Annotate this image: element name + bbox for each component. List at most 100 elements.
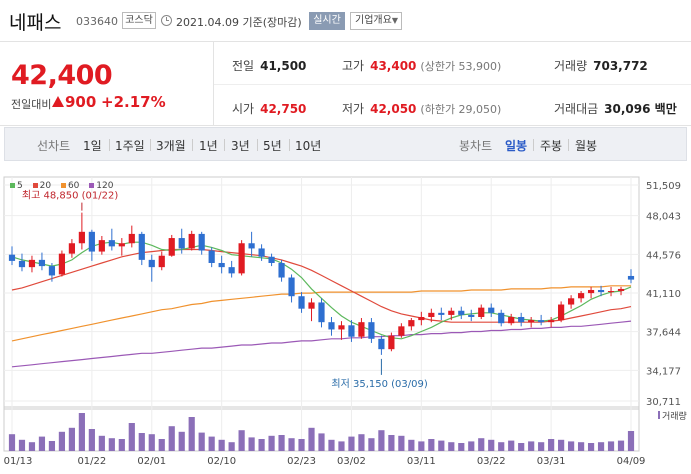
volume-bar (558, 439, 565, 451)
candle-body (508, 316, 515, 324)
company-overview-button[interactable]: 기업개요 ▼ (350, 12, 402, 30)
volume-bar (138, 433, 145, 451)
candle-body (538, 320, 545, 323)
candle-body (278, 262, 285, 278)
stat-volume-value: 703,772 (593, 59, 648, 73)
low-annotation: 최저 35,150 (03/09) (331, 378, 427, 390)
candle-body (88, 231, 95, 252)
period-1y[interactable]: 1년 (199, 139, 218, 153)
x-tick-label: 02/01 (137, 456, 166, 467)
realtime-button[interactable]: 실시간 (309, 12, 345, 30)
period-5y[interactable]: 5년 (263, 139, 282, 153)
moving-average-line-ma120 (11, 320, 632, 368)
candle-body (188, 233, 195, 249)
legend-item-ma20: 20 (32, 181, 52, 191)
y-tick-label: 48,043 (646, 212, 681, 223)
market-badge: 코스닥 (122, 12, 156, 29)
chart-canvas[interactable]: 51,509 48,043 44,576 41,110 37,644 34,177 30,7… (0, 161, 691, 470)
candle-body (408, 320, 415, 327)
stat-amount-label: 거래대금 (554, 102, 599, 116)
stat-high-label: 고가 (342, 59, 365, 73)
stat-upper-limit: (상한가 53,900) (420, 60, 502, 73)
volume-bar (568, 441, 575, 451)
volume-bar (128, 423, 135, 451)
volume-bar (378, 430, 385, 451)
volume-bar (148, 434, 155, 451)
x-tick-label: 03/22 (477, 456, 506, 467)
legend-item-ma120: 120 (89, 181, 113, 191)
volume-bar (438, 440, 445, 451)
chevron-down-icon: ▼ (391, 16, 398, 25)
stat-prev-close-label: 전일 (232, 59, 255, 73)
volume-bar (218, 439, 225, 451)
period-10y[interactable]: 10년 (295, 139, 322, 153)
stat-open-label: 시가 (232, 102, 255, 116)
volume-bar (348, 436, 355, 451)
period-separator (150, 139, 151, 151)
stock-code: 033640 (76, 15, 118, 28)
volume-bar (538, 442, 545, 451)
period-3m[interactable]: 3개월 (156, 139, 186, 153)
period-1w[interactable]: 1주일 (115, 139, 145, 153)
candle-body (328, 322, 335, 330)
period-daily-candle[interactable]: 일봉 (505, 139, 528, 153)
candle-body (358, 322, 365, 337)
compare-label: 전일대비 (11, 98, 52, 111)
volume-bar (587, 443, 595, 451)
company-overview-label: 기업개요 (355, 15, 392, 26)
legend-swatch (10, 183, 15, 188)
candle-body (168, 238, 175, 256)
volume-bar (198, 432, 205, 451)
volume-bar (168, 426, 175, 451)
volume-bar (258, 439, 265, 451)
candle-body (68, 243, 75, 254)
stats-divider (214, 84, 691, 85)
volume-bar (428, 439, 435, 451)
volume-bar (108, 438, 115, 451)
candle-body (228, 267, 235, 274)
volume-bar (617, 440, 625, 451)
volume-bar (458, 443, 465, 451)
candle-body (298, 296, 305, 309)
legend-label: 20 (39, 181, 52, 191)
base-date: 2021.04.09 기준(장마감) (176, 16, 302, 29)
price-stats: 전일 41,500 고가 43,400 (상한가 53,900) 거래량 703,772… (214, 42, 691, 126)
candle-body (548, 320, 555, 323)
candle-body (617, 288, 625, 292)
candle-body (398, 326, 405, 336)
volume-bar (328, 439, 335, 451)
candle-body (8, 254, 16, 261)
current-price: 42,400 (11, 60, 113, 91)
volume-bar (368, 438, 375, 451)
ma-legend: 5 20 60 120 (10, 181, 120, 191)
legend-label: 60 (67, 181, 80, 191)
volume-bar (68, 427, 75, 451)
candle-body (128, 233, 135, 244)
candle-chart-label: 봉차트 (459, 139, 493, 153)
stat-prev-close-value: 41,500 (260, 59, 307, 73)
candle-body (58, 253, 66, 275)
candle-body (108, 240, 115, 247)
price-change-rate: +2.17% (101, 93, 166, 111)
candle-body (38, 259, 46, 267)
candle-body (528, 320, 535, 323)
period-separator (109, 139, 110, 151)
candle-body (577, 293, 585, 299)
volume-bar (468, 441, 475, 451)
y-tick-label: 44,576 (646, 250, 681, 261)
period-1d[interactable]: 1일 (83, 139, 102, 153)
candle-body (238, 243, 245, 274)
candle-body (218, 262, 225, 268)
x-tick-label: 03/31 (537, 456, 566, 467)
candle-body (308, 302, 315, 309)
candle-body (558, 304, 565, 321)
candle-body (288, 277, 295, 297)
volume-bar (18, 439, 26, 451)
candle-body (348, 325, 355, 337)
period-3y[interactable]: 3년 (231, 139, 250, 153)
volume-label: 거래량 (662, 410, 687, 422)
period-monthly-candle[interactable]: 월봉 (575, 139, 598, 153)
period-weekly-candle[interactable]: 주봉 (540, 139, 563, 153)
candle-body (478, 307, 485, 317)
volume-bar (448, 442, 455, 451)
